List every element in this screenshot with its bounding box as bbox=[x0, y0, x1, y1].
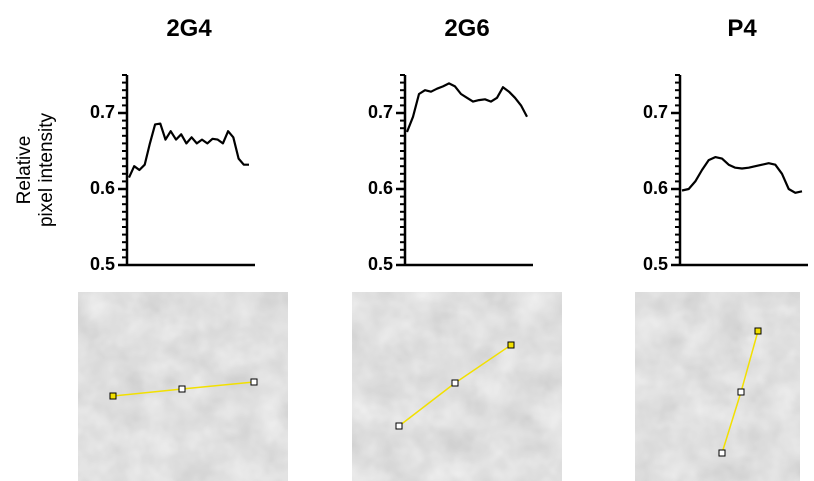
y-axis-label: Relative bbox=[14, 136, 35, 205]
micrograph bbox=[352, 292, 562, 481]
data-line bbox=[127, 122, 249, 179]
y-tick-label: 0.6 bbox=[90, 178, 115, 198]
y-tick-label: 0.6 bbox=[643, 178, 668, 198]
handle bbox=[737, 388, 745, 396]
handle bbox=[395, 422, 403, 430]
chart-panel: 2G4 0.5 0.6 0.7 Relative pixel intensity bbox=[14, 15, 255, 274]
handle bbox=[718, 449, 726, 457]
handle bbox=[451, 379, 459, 387]
chart-title: P4 bbox=[727, 15, 757, 42]
handle bbox=[109, 392, 117, 400]
micrograph bbox=[635, 292, 800, 481]
y-tick-label: 0.5 bbox=[368, 254, 393, 274]
chart-title: 2G6 bbox=[444, 15, 489, 42]
handle bbox=[754, 327, 762, 335]
y-axis-label: pixel intensity bbox=[36, 112, 57, 227]
data-line bbox=[405, 82, 528, 133]
image bbox=[635, 292, 800, 481]
y-tick-label: 0.7 bbox=[90, 102, 115, 122]
data-line bbox=[681, 156, 803, 194]
y-tick-label: 0.7 bbox=[368, 102, 393, 122]
y-tick-label: 0.5 bbox=[90, 254, 115, 274]
chart-panel: P4 0.5 0.6 0.7 bbox=[643, 15, 808, 274]
y-tick-label: 0.7 bbox=[643, 102, 668, 122]
chart-title: 2G4 bbox=[166, 15, 212, 42]
handle bbox=[178, 385, 186, 393]
micrograph bbox=[78, 292, 288, 481]
handle bbox=[507, 341, 515, 349]
y-tick-label: 0.5 bbox=[643, 254, 668, 274]
handle bbox=[250, 378, 258, 386]
y-tick-label: 0.6 bbox=[368, 178, 393, 198]
chart-panel: 2G6 0.5 0.6 0.7 bbox=[368, 15, 533, 274]
